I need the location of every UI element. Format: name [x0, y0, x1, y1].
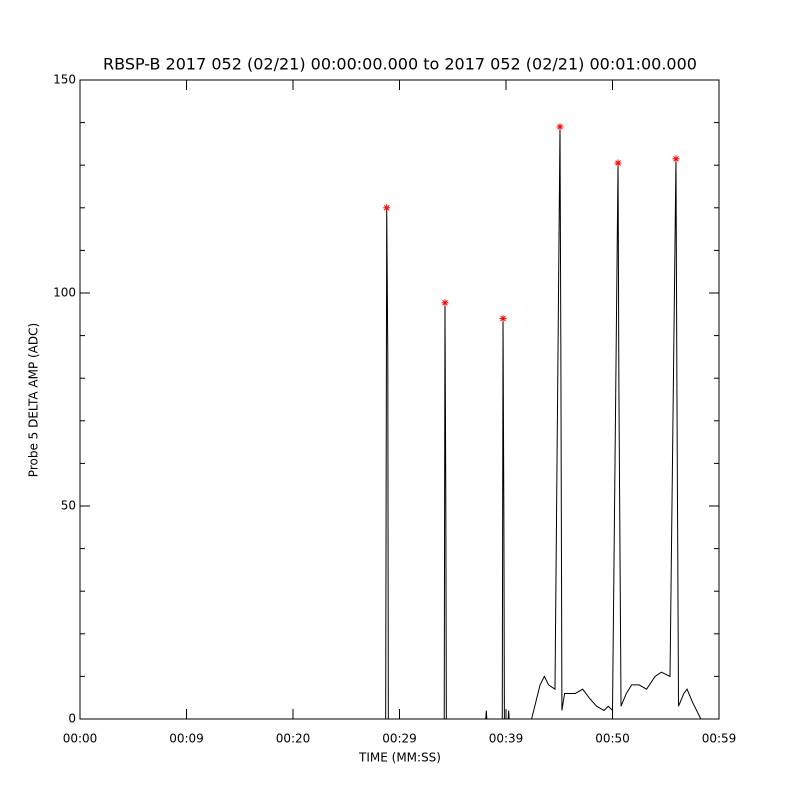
peak-marker — [672, 155, 680, 163]
x-axis-label: TIME (MM:SS) — [358, 751, 441, 765]
y-tick-label: 150 — [53, 73, 76, 87]
peak-marker — [499, 315, 507, 323]
marker-stroke — [442, 299, 448, 306]
peak-marker — [441, 299, 449, 307]
y-axis-label: Probe 5 DELTA AMP (ADC) — [27, 323, 41, 477]
x-tick-label: 00:29 — [382, 732, 417, 746]
marker-stroke — [673, 156, 679, 162]
peak-marker — [556, 123, 564, 131]
y-tick-label: 0 — [68, 712, 76, 726]
marker-stroke — [383, 204, 390, 211]
peak-marker — [383, 204, 391, 212]
y-tick-label: 100 — [53, 286, 76, 300]
chart-title: RBSP-B 2017 052 (02/21) 00:00:00.000 to … — [103, 55, 697, 74]
peak-marker — [614, 159, 622, 167]
x-tick-label: 00:50 — [595, 732, 630, 746]
x-tick-label: 00:09 — [169, 732, 204, 746]
marker-stroke — [500, 315, 506, 322]
y-tick-label: 50 — [61, 499, 76, 513]
marker-stroke — [615, 160, 621, 166]
x-tick-label: 00:39 — [489, 732, 524, 746]
x-tick-label: 00:20 — [276, 732, 311, 746]
x-tick-label: 00:00 — [63, 732, 98, 746]
data-line — [80, 126, 702, 720]
marker-stroke — [557, 124, 563, 130]
x-tick-label: 00:59 — [702, 732, 737, 746]
